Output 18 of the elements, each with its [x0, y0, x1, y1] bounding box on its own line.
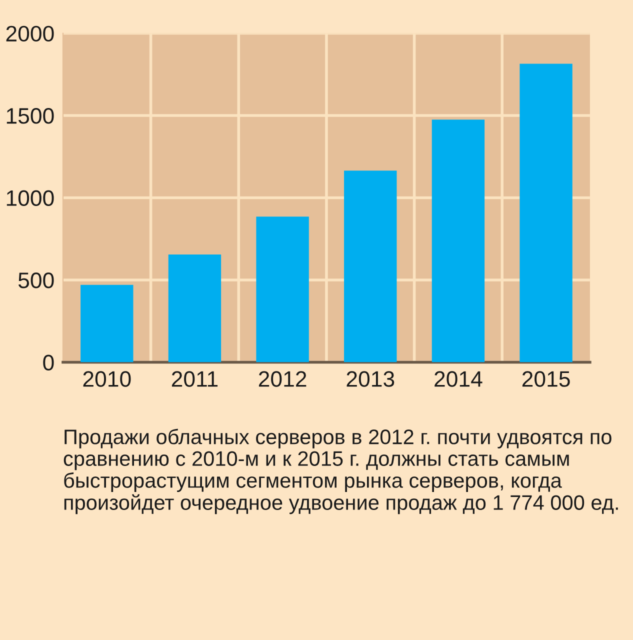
x-tick-label: 2011 [172, 371, 218, 387]
x-tick-label: 2010 [83, 371, 131, 387]
y-tick-label: 2000 [6, 26, 54, 42]
y-tick-label: 1500 [6, 108, 54, 124]
x-tick-label: 2015 [522, 371, 570, 387]
bar [256, 216, 309, 362]
bar [520, 64, 572, 362]
y-tick-label: 0 [43, 354, 54, 371]
x-tick-label: 2012 [258, 371, 306, 387]
y-tick-label: 1000 [6, 190, 54, 206]
x-tick-label: 2014 [434, 371, 482, 387]
bar [168, 254, 222, 362]
bar [344, 170, 397, 362]
text: Продажи облачных серверов в 2012 г. почти удвоятся по сравнению с 2010-м и к 2015 г. должны стать самым быстрорастущим сегментом рынка серверов, когда произойдет очередное удвоение продаж до 1 774 000 ед. [64, 428, 618, 514]
y-tick-label: 500 [18, 272, 54, 288]
bar [432, 120, 485, 362]
x-tick-label: 2013 [346, 371, 394, 387]
bar [80, 284, 134, 362]
